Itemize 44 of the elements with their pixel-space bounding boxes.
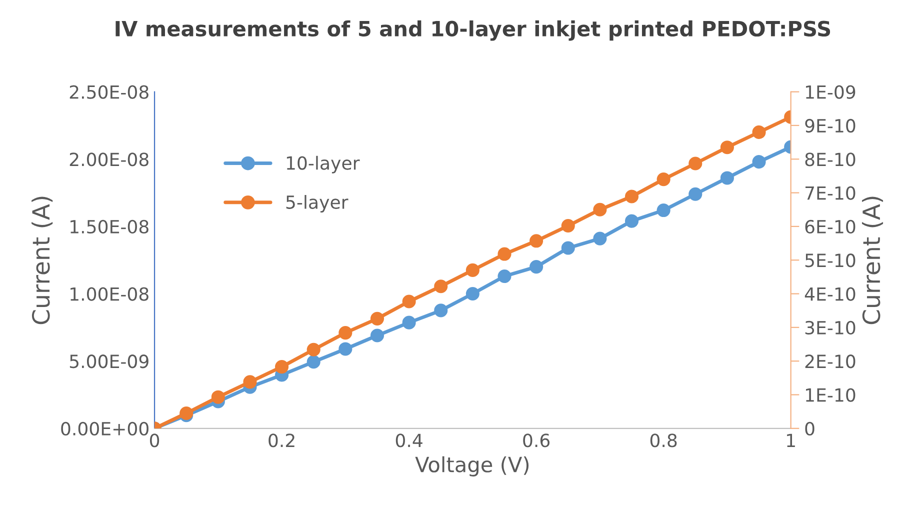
chart-title: IV measurements of 5 and 10-layer inkjet printed PEDOT:PSS [116, 20, 830, 41]
legend-label: 10-layer [286, 156, 360, 174]
legend-label: 5-layer [286, 195, 348, 212]
y2-tick-label: 9E-10 [805, 118, 856, 133]
y2-tick-label: 4E-10 [804, 287, 856, 301]
y2-tick-label: 1E-10 [806, 388, 856, 402]
y2-tick-label: 6E-10 [805, 220, 856, 234]
y2-tick-label: 2E-10 [805, 354, 856, 368]
y-tick-label: 2.50E-08 [70, 85, 148, 99]
x-tick-label: 0.2 [268, 434, 294, 448]
point [561, 241, 575, 255]
y2-tick-label: 7E-10 [806, 186, 856, 200]
point [434, 304, 448, 318]
point [656, 204, 670, 218]
y-tick-label: 0.00E+00 [61, 422, 148, 436]
point [338, 342, 352, 356]
y2-tick-label: 1E-09 [806, 85, 856, 99]
y-tick-label: 1.50E-08 [70, 220, 148, 234]
x-tick-label: 1 [787, 434, 795, 447]
point [306, 355, 320, 369]
y-axis-title: Current (A) [32, 196, 53, 324]
y2-axis-title: Current (A) [862, 196, 884, 324]
x-axis-title: Voltage (V) [415, 456, 529, 476]
point [498, 269, 512, 284]
x-tick-label: 0.8 [650, 434, 677, 448]
point [593, 232, 607, 246]
y-tick-label: 2.00E-08 [70, 152, 148, 166]
point [530, 260, 544, 274]
x-tick-label: 0.4 [396, 434, 422, 448]
y-tick-label: 1.00E-08 [70, 287, 148, 301]
y-tick-label: 5.00E-09 [70, 354, 148, 368]
point [752, 155, 766, 169]
point [466, 286, 480, 301]
x-tick-label: 0 [150, 434, 160, 448]
point [624, 214, 639, 228]
point [720, 171, 734, 185]
y2-tick-label: 3E-10 [805, 320, 856, 335]
point [402, 316, 416, 330]
y2-tick-label: 0 [805, 422, 814, 436]
y2-tick-label: 5E-10 [805, 254, 856, 268]
x-tick-label: 0.6 [523, 434, 550, 448]
y2-tick-label: 8E-10 [805, 152, 856, 166]
point [370, 328, 384, 342]
point [688, 187, 702, 201]
